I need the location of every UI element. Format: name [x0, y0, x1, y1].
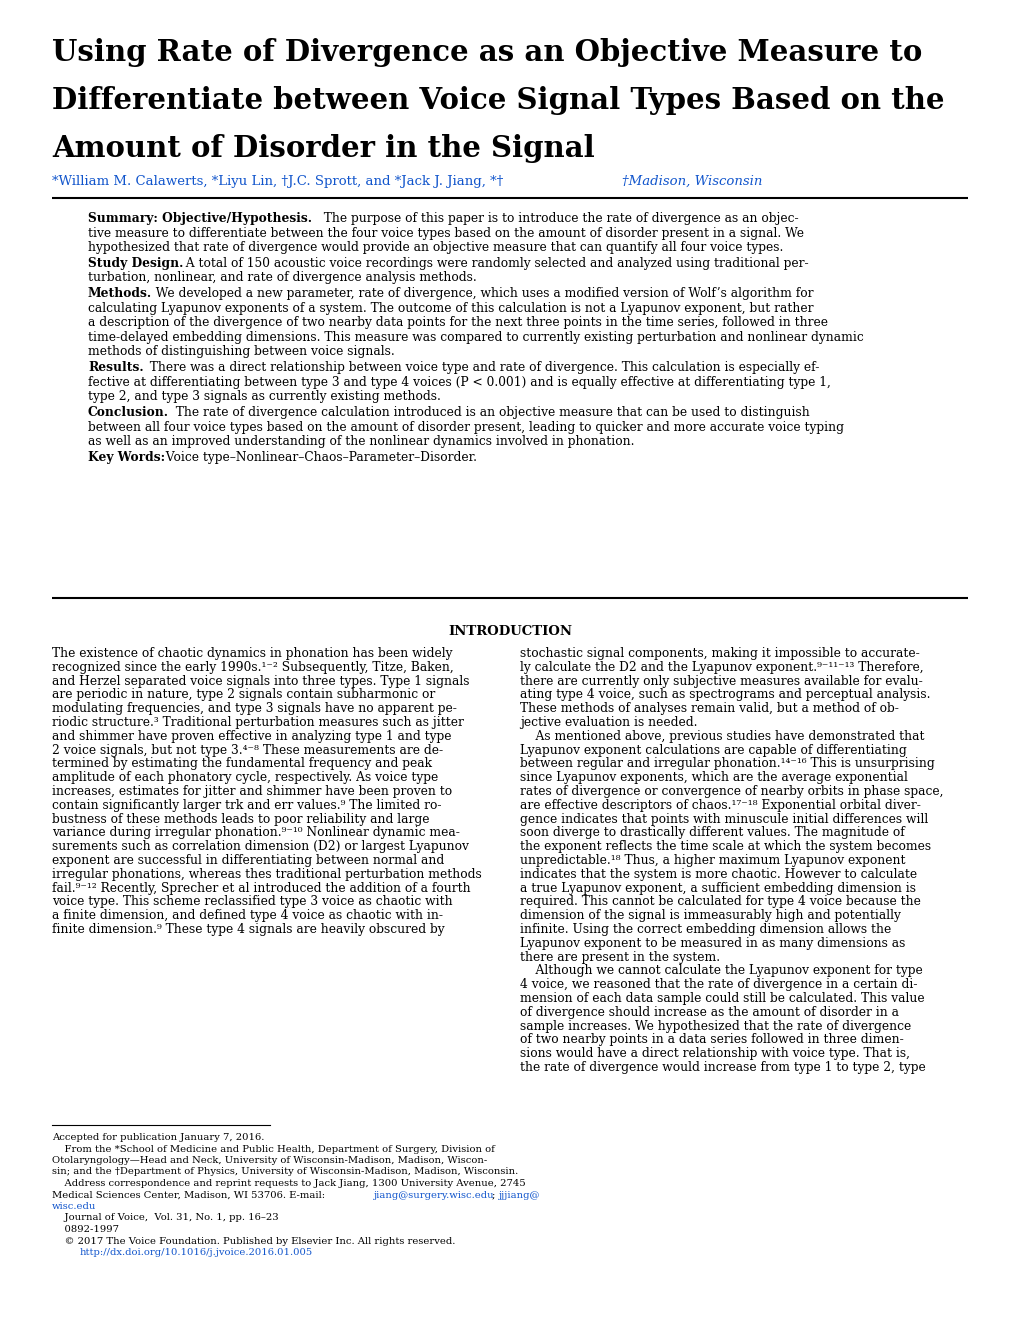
Text: amplitude of each phonatory cycle, respectively. As voice type: amplitude of each phonatory cycle, respe…: [52, 771, 438, 784]
Text: as well as an improved understanding of the nonlinear dynamics involved in phona: as well as an improved understanding of …: [88, 436, 634, 449]
Text: irregular phonations, whereas thes traditional perturbation methods: irregular phonations, whereas thes tradi…: [52, 867, 481, 880]
Text: and shimmer have proven effective in analyzing type 1 and type: and shimmer have proven effective in ana…: [52, 730, 451, 743]
Text: required. This cannot be calculated for type 4 voice because the: required. This cannot be calculated for …: [520, 895, 920, 908]
Text: finite dimension.⁹ These type 4 signals are heavily obscured by: finite dimension.⁹ These type 4 signals …: [52, 923, 444, 936]
Text: Medical Sciences Center, Madison, WI 53706. E-mail:: Medical Sciences Center, Madison, WI 537…: [52, 1191, 328, 1200]
Text: The purpose of this paper is to introduce the rate of divergence as an objec-: The purpose of this paper is to introduc…: [316, 213, 798, 224]
Text: Lyapunov exponent to be measured in as many dimensions as: Lyapunov exponent to be measured in as m…: [520, 937, 905, 950]
Text: INTRODUCTION: INTRODUCTION: [447, 624, 572, 638]
Text: Address correspondence and reprint requests to Jack Jiang, 1300 University Avenu: Address correspondence and reprint reque…: [52, 1179, 525, 1188]
Text: exponent are successful in differentiating between normal and: exponent are successful in differentiati…: [52, 854, 444, 867]
Text: Lyapunov exponent calculations are capable of differentiating: Lyapunov exponent calculations are capab…: [520, 743, 906, 756]
Text: Although we cannot calculate the Lyapunov exponent for type: Although we cannot calculate the Lyapuno…: [520, 965, 922, 977]
Text: †Madison, Wisconsin: †Madison, Wisconsin: [622, 176, 761, 187]
Text: mension of each data sample could still be calculated. This value: mension of each data sample could still …: [520, 993, 923, 1005]
Text: riodic structure.³ Traditional perturbation measures such as jitter: riodic structure.³ Traditional perturbat…: [52, 715, 464, 729]
Text: Amount of Disorder in the Signal: Amount of Disorder in the Signal: [52, 135, 594, 162]
Text: a finite dimension, and defined type 4 voice as chaotic with in-: a finite dimension, and defined type 4 v…: [52, 909, 442, 923]
Text: soon diverge to drastically different values. The magnitude of: soon diverge to drastically different va…: [520, 826, 904, 840]
Text: 2 voice signals, but not type 3.⁴⁻⁸ These measurements are de-: 2 voice signals, but not type 3.⁴⁻⁸ Thes…: [52, 743, 442, 756]
Text: ;: ;: [491, 1191, 498, 1200]
Text: Results.: Results.: [88, 362, 144, 375]
Text: indicates that the system is more chaotic. However to calculate: indicates that the system is more chaoti…: [520, 867, 916, 880]
Text: type 2, and type 3 signals as currently existing methods.: type 2, and type 3 signals as currently …: [88, 391, 440, 404]
Text: of divergence should increase as the amount of disorder in a: of divergence should increase as the amo…: [520, 1006, 898, 1019]
Text: bustness of these methods leads to poor reliability and large: bustness of these methods leads to poor …: [52, 813, 429, 825]
Text: Differentiate between Voice Signal Types Based on the: Differentiate between Voice Signal Types…: [52, 86, 944, 115]
Text: Study Design.: Study Design.: [88, 257, 183, 271]
Text: jective evaluation is needed.: jective evaluation is needed.: [520, 715, 697, 729]
Text: modulating frequencies, and type 3 signals have no apparent pe-: modulating frequencies, and type 3 signa…: [52, 702, 457, 715]
Text: gence indicates that points with minuscule initial differences will: gence indicates that points with minuscu…: [520, 813, 927, 825]
Text: © 2017 The Voice Foundation. Published by Elsevier Inc. All rights reserved.: © 2017 The Voice Foundation. Published b…: [52, 1237, 454, 1246]
Text: are effective descriptors of chaos.¹⁷⁻¹⁸ Exponential orbital diver-: are effective descriptors of chaos.¹⁷⁻¹⁸…: [520, 799, 920, 812]
Text: there are present in the system.: there are present in the system.: [520, 950, 719, 964]
Text: infinite. Using the correct embedding dimension allows the: infinite. Using the correct embedding di…: [520, 923, 891, 936]
Text: As mentioned above, previous studies have demonstrated that: As mentioned above, previous studies hav…: [520, 730, 923, 743]
Text: dimension of the signal is immeasurably high and potentially: dimension of the signal is immeasurably …: [520, 909, 900, 923]
Text: and Herzel separated voice signals into three types. Type 1 signals: and Herzel separated voice signals into …: [52, 675, 469, 688]
Text: 4 voice, we reasoned that the rate of divergence in a certain di-: 4 voice, we reasoned that the rate of di…: [520, 978, 917, 991]
Text: From the *School of Medicine and Public Health, Department of Surgery, Division : From the *School of Medicine and Public …: [52, 1144, 494, 1154]
Text: fective at differentiating between type 3 and type 4 voices (P < 0.001) and is e: fective at differentiating between type …: [88, 376, 830, 389]
Text: wisc.edu: wisc.edu: [52, 1203, 96, 1210]
Text: jjjiang@: jjjiang@: [498, 1191, 540, 1200]
Text: Key Words:: Key Words:: [88, 451, 165, 465]
Text: between regular and irregular phonation.¹⁴⁻¹⁶ This is unsurprising: between regular and irregular phonation.…: [520, 758, 933, 771]
Text: recognized since the early 1990s.¹⁻² Subsequently, Titze, Baken,: recognized since the early 1990s.¹⁻² Sub…: [52, 661, 453, 673]
Text: The rate of divergence calculation introduced is an objective measure that can b: The rate of divergence calculation intro…: [168, 407, 809, 420]
Text: jiang@surgery.wisc.edu: jiang@surgery.wisc.edu: [374, 1191, 494, 1200]
Text: Summary: Objective/Hypothesis.: Summary: Objective/Hypothesis.: [88, 213, 312, 224]
Text: voice type. This scheme reclassified type 3 voice as chaotic with: voice type. This scheme reclassified typ…: [52, 895, 452, 908]
Text: methods of distinguishing between voice signals.: methods of distinguishing between voice …: [88, 346, 394, 359]
Text: sin; and the †Department of Physics, University of Wisconsin-Madison, Madison, W: sin; and the †Department of Physics, Uni…: [52, 1167, 518, 1176]
Text: fail.⁹⁻¹² Recently, Sprecher et al introduced the addition of a fourth: fail.⁹⁻¹² Recently, Sprecher et al intro…: [52, 882, 470, 895]
Text: tive measure to differentiate between the four voice types based on the amount o: tive measure to differentiate between th…: [88, 227, 803, 239]
Text: 0892-1997: 0892-1997: [52, 1225, 119, 1234]
Text: Conclusion.: Conclusion.: [88, 407, 169, 420]
Text: between all four voice types based on the amount of disorder present, leading to: between all four voice types based on th…: [88, 421, 843, 434]
Text: stochastic signal components, making it impossible to accurate-: stochastic signal components, making it …: [520, 647, 919, 660]
Text: We developed a new parameter, rate of divergence, which uses a modified version : We developed a new parameter, rate of di…: [148, 288, 813, 301]
Text: of two nearby points in a data series followed in three dimen-: of two nearby points in a data series fo…: [520, 1034, 903, 1047]
Text: termined by estimating the fundamental frequency and peak: termined by estimating the fundamental f…: [52, 758, 432, 771]
Text: Voice type–Nonlinear–Chaos–Parameter–Disorder.: Voice type–Nonlinear–Chaos–Parameter–Dis…: [158, 451, 477, 465]
Text: A total of 150 acoustic voice recordings were randomly selected and analyzed usi: A total of 150 acoustic voice recordings…: [178, 257, 808, 271]
Text: surements such as correlation dimension (D2) or largest Lyapunov: surements such as correlation dimension …: [52, 841, 469, 853]
Text: *William M. Calawerts, *Liyu Lin, †J.C. Sprott, and *Jack J. Jiang, *†: *William M. Calawerts, *Liyu Lin, †J.C. …: [52, 176, 503, 187]
Text: since Lyapunov exponents, which are the average exponential: since Lyapunov exponents, which are the …: [520, 771, 907, 784]
Text: Accepted for publication January 7, 2016.: Accepted for publication January 7, 2016…: [52, 1133, 264, 1142]
Text: http://dx.doi.org/10.1016/j.jvoice.2016.01.005: http://dx.doi.org/10.1016/j.jvoice.2016.…: [79, 1247, 313, 1257]
Text: hypothesized that rate of divergence would provide an objective measure that can: hypothesized that rate of divergence wou…: [88, 242, 783, 253]
Text: variance during irregular phonation.⁹⁻¹⁰ Nonlinear dynamic mea-: variance during irregular phonation.⁹⁻¹⁰…: [52, 826, 460, 840]
Text: a true Lyapunov exponent, a sufficient embedding dimension is: a true Lyapunov exponent, a sufficient e…: [520, 882, 915, 895]
Text: ating type 4 voice, such as spectrograms and perceptual analysis.: ating type 4 voice, such as spectrograms…: [520, 689, 929, 701]
Text: there are currently only subjective measures available for evalu-: there are currently only subjective meas…: [520, 675, 922, 688]
Text: sample increases. We hypothesized that the rate of divergence: sample increases. We hypothesized that t…: [520, 1019, 910, 1032]
Text: sions would have a direct relationship with voice type. That is,: sions would have a direct relationship w…: [520, 1047, 909, 1060]
Text: ly calculate the D2 and the Lyapunov exponent.⁹⁻¹¹⁻¹³ Therefore,: ly calculate the D2 and the Lyapunov exp…: [520, 661, 923, 673]
Text: unpredictable.¹⁸ Thus, a higher maximum Lyapunov exponent: unpredictable.¹⁸ Thus, a higher maximum …: [520, 854, 905, 867]
Text: Otolaryngology—Head and Neck, University of Wisconsin-Madison, Madison, Wiscon-: Otolaryngology—Head and Neck, University…: [52, 1156, 487, 1166]
Text: The existence of chaotic dynamics in phonation has been widely: The existence of chaotic dynamics in pho…: [52, 647, 452, 660]
Text: time-delayed embedding dimensions. This measure was compared to currently existi: time-delayed embedding dimensions. This …: [88, 331, 863, 345]
Text: contain significantly larger trk and err values.⁹ The limited ro-: contain significantly larger trk and err…: [52, 799, 441, 812]
Text: calculating Lyapunov exponents of a system. The outcome of this calculation is n: calculating Lyapunov exponents of a syst…: [88, 302, 813, 315]
Text: turbation, nonlinear, and rate of divergence analysis methods.: turbation, nonlinear, and rate of diverg…: [88, 272, 476, 284]
Text: increases, estimates for jitter and shimmer have been proven to: increases, estimates for jitter and shim…: [52, 785, 451, 799]
Text: rates of divergence or convergence of nearby orbits in phase space,: rates of divergence or convergence of ne…: [520, 785, 943, 799]
Text: the exponent reflects the time scale at which the system becomes: the exponent reflects the time scale at …: [520, 841, 930, 853]
Text: Journal of Voice,  Vol. 31, No. 1, pp. 16–23: Journal of Voice, Vol. 31, No. 1, pp. 16…: [52, 1213, 278, 1222]
Text: a description of the divergence of two nearby data points for the next three poi: a description of the divergence of two n…: [88, 317, 827, 330]
Text: Using Rate of Divergence as an Objective Measure to: Using Rate of Divergence as an Objective…: [52, 38, 921, 67]
Text: Methods.: Methods.: [88, 288, 152, 301]
Text: There was a direct relationship between voice type and rate of divergence. This : There was a direct relationship between …: [142, 362, 818, 375]
Text: These methods of analyses remain valid, but a method of ob-: These methods of analyses remain valid, …: [520, 702, 898, 715]
Text: are periodic in nature, type 2 signals contain subharmonic or: are periodic in nature, type 2 signals c…: [52, 689, 435, 701]
Text: the rate of divergence would increase from type 1 to type 2, type: the rate of divergence would increase fr…: [520, 1061, 925, 1074]
